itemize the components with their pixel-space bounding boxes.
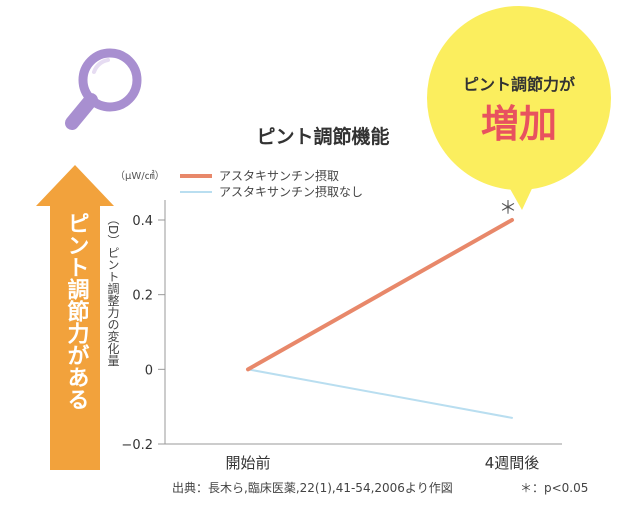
legend-label-1: アスタキサンチン摂取なし xyxy=(219,184,363,199)
significance-mark: ＊ xyxy=(499,198,517,219)
improvement-arrow: ピント調節力がある xyxy=(36,165,114,470)
significance-footnote: ＊：p<0.05 xyxy=(520,481,588,495)
y-tick-label: −0.2 xyxy=(121,438,153,453)
source-note: 出典：長木ら,臨床医薬,22(1),41-54,2006より作図 xyxy=(172,481,453,495)
series-line-1 xyxy=(247,368,513,419)
y-ticks: 0.4 0.2 0 −0.2 xyxy=(121,214,165,453)
series-lines xyxy=(246,218,514,419)
bubble-line1: ピント調節力が xyxy=(463,75,575,94)
unit-label: （μW/㎠） xyxy=(115,170,165,182)
y-tick-label: 0 xyxy=(145,363,153,378)
chart-title: ピント調節機能 xyxy=(256,125,389,148)
bubble-line2: 増加 xyxy=(481,102,557,146)
y-axis-label: （D）ピント調整力の変化量 xyxy=(106,213,120,366)
x-tick-labels: 開始前 4週間後 xyxy=(225,454,539,472)
legend-label-0: アスタキサンチン摂取 xyxy=(219,168,339,183)
y-tick-label: 0.4 xyxy=(132,214,153,229)
result-bubble: ピント調節力が 増加 xyxy=(427,6,611,210)
legend: アスタキサンチン摂取 アスタキサンチン摂取なし xyxy=(180,168,363,199)
x-tick-label: 4週間後 xyxy=(485,454,540,472)
series-line-0 xyxy=(246,218,514,372)
x-tick-label: 開始前 xyxy=(225,454,270,472)
arrow-label: ピント調節力がある xyxy=(64,212,90,410)
y-tick-label: 0.2 xyxy=(132,289,153,304)
magnifier-icon xyxy=(65,48,142,130)
